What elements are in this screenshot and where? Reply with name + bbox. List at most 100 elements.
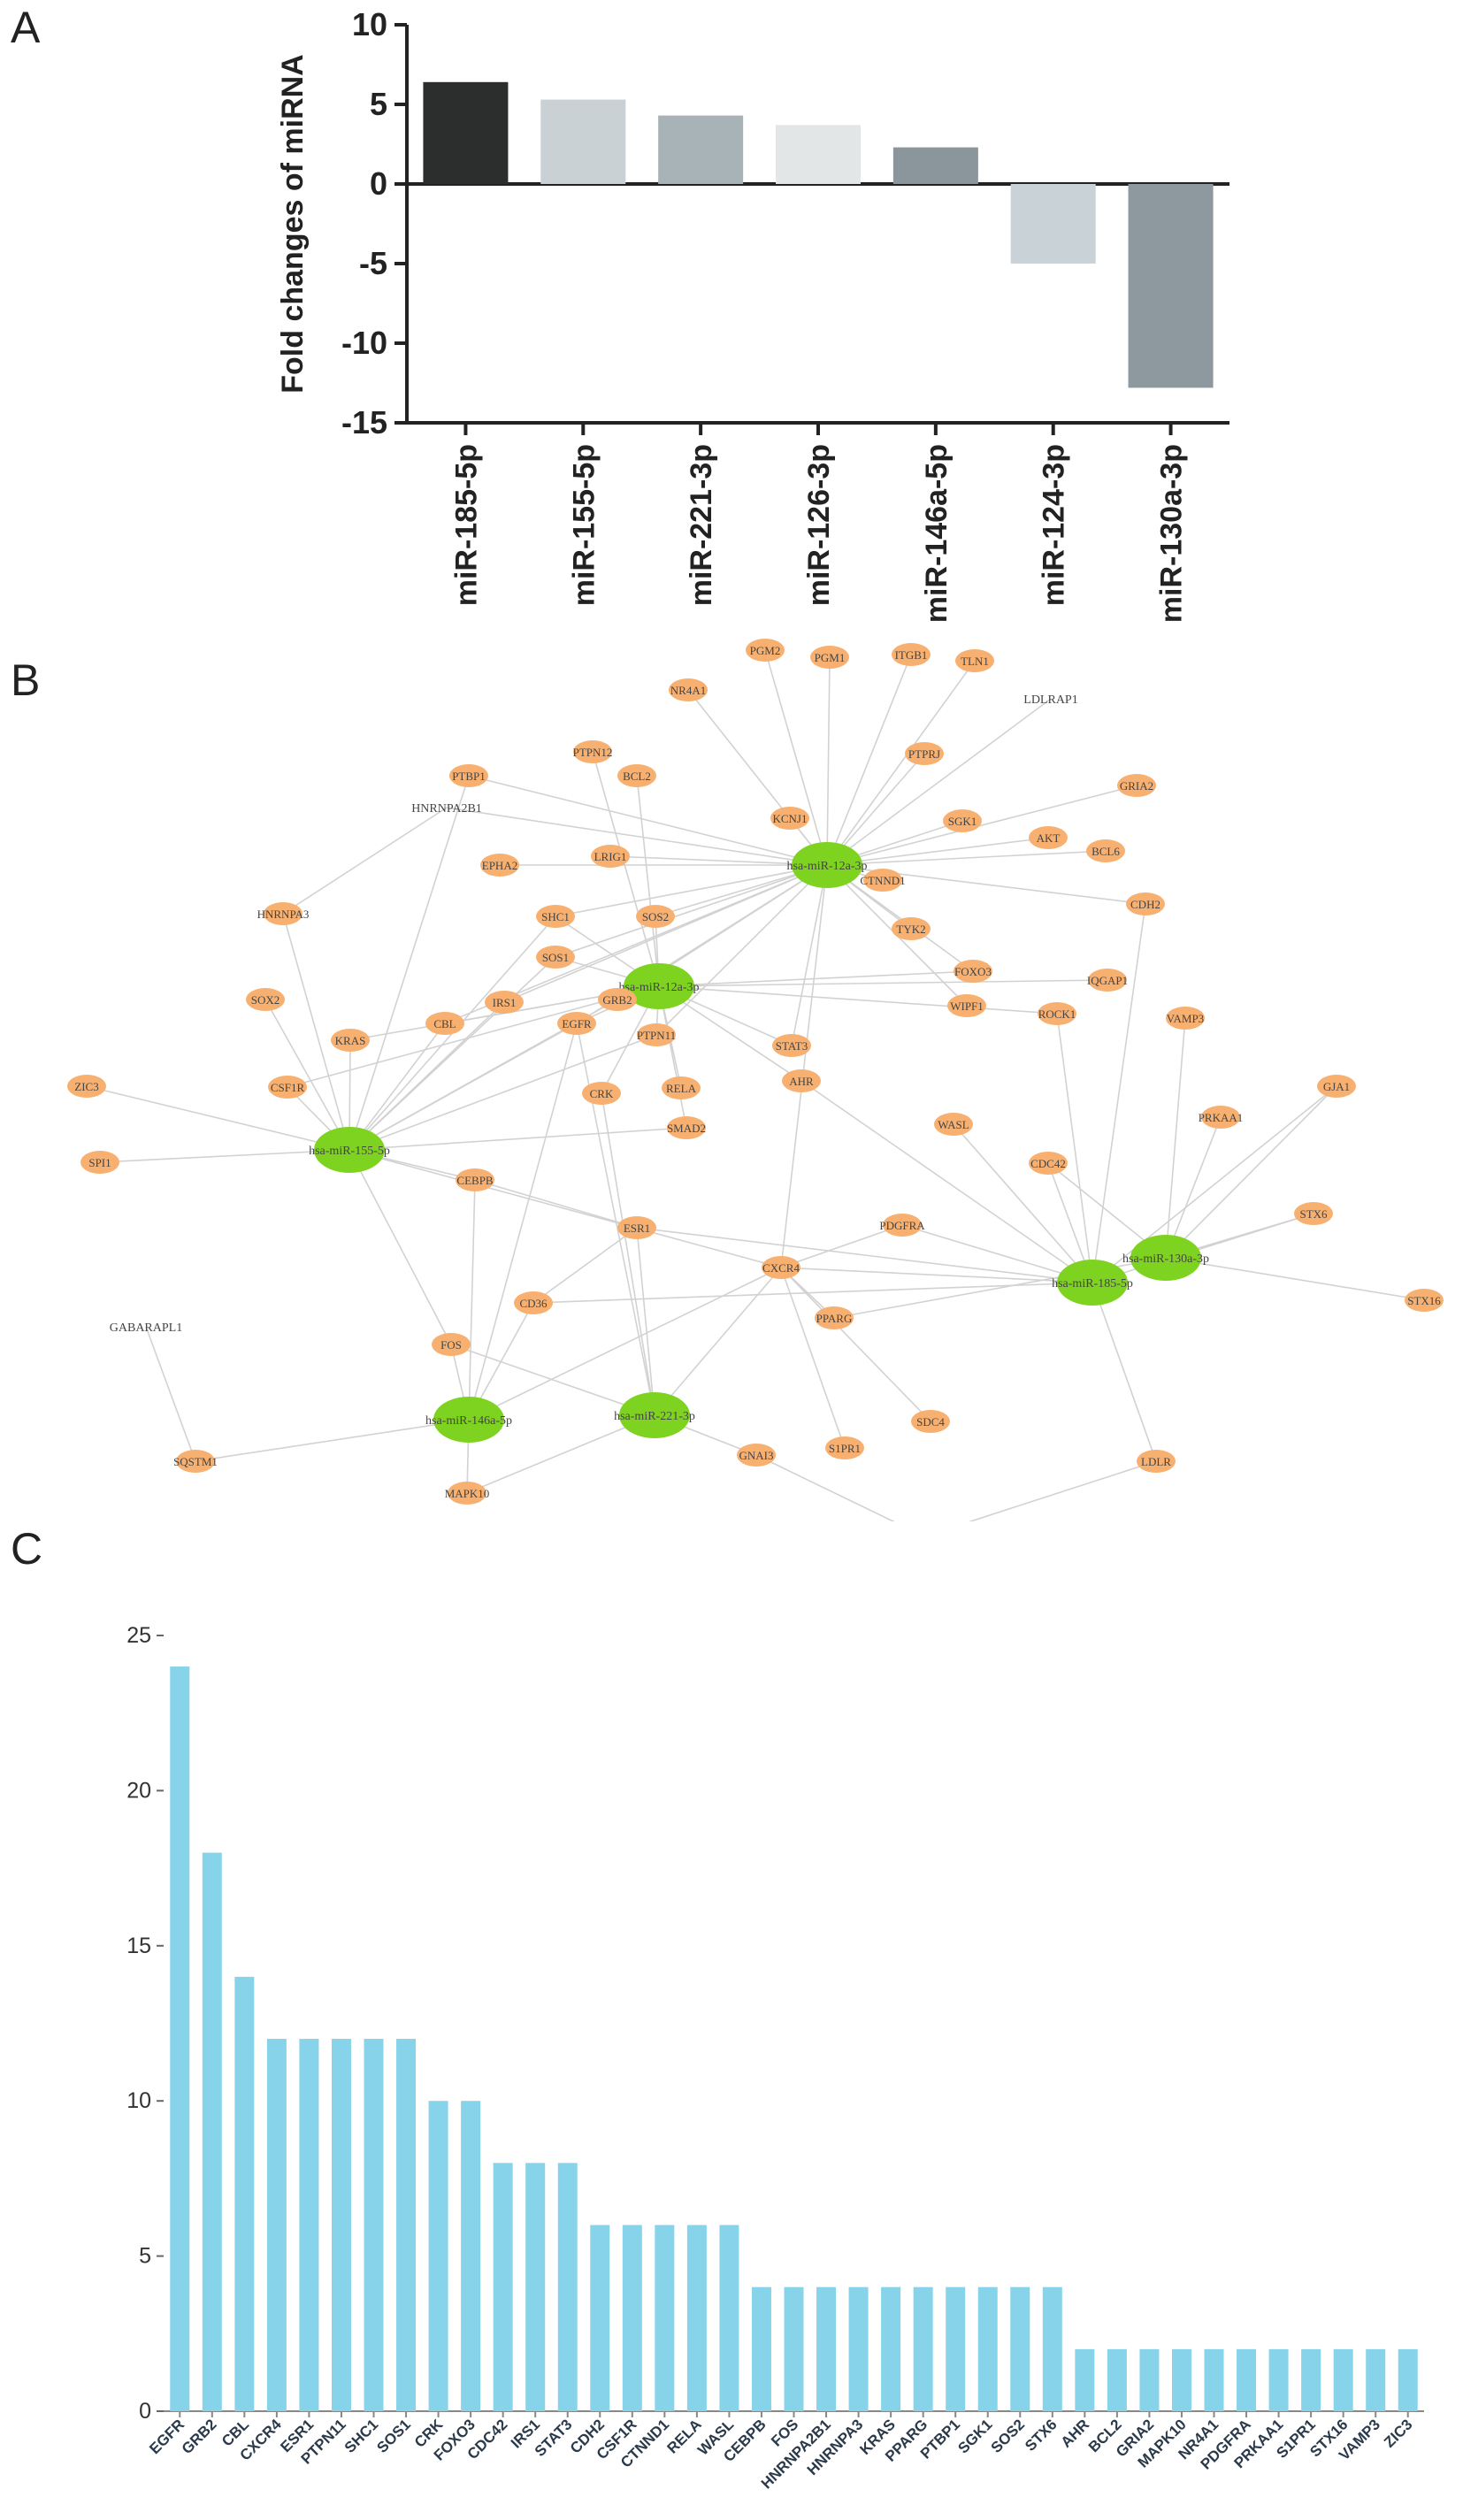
gene-node-ellipse (514, 1291, 553, 1314)
mirna-node: hsa-miR-12a-3p (787, 842, 867, 888)
gene-node-ellipse (943, 809, 982, 832)
network-edge (636, 775, 660, 987)
gene-node-ellipse (456, 1168, 494, 1191)
bar (1171, 2348, 1191, 2411)
gene-node-label: CDH2 (1130, 898, 1160, 911)
gene-node-label: PTPRJ (908, 747, 940, 761)
bar (848, 2286, 869, 2411)
x-tick-label: miR-221-3p (685, 444, 718, 606)
gene-node-ellipse (782, 1069, 821, 1092)
gene-node: AKT (1029, 826, 1068, 849)
gene-node-label: KRAS (335, 1034, 366, 1047)
y-tick-label: 5 (139, 2244, 151, 2269)
mirna-node-ellipse (624, 963, 694, 1009)
network-edge (264, 999, 350, 1151)
bar (1268, 2348, 1289, 2411)
gene-node: CBL (425, 1012, 464, 1035)
gene-node: LDLR (1137, 1450, 1176, 1473)
gene-node-label: CTNND1 (860, 874, 905, 887)
gene-node: SMAD2 (667, 1116, 706, 1139)
network-edge (349, 1127, 687, 1151)
gene-node-label: NR4A1 (670, 684, 706, 697)
y-tick-label: 0 (139, 2399, 151, 2424)
network-edge (826, 837, 1049, 866)
gene-node: TYK2 (892, 917, 931, 940)
network-edge (1165, 1017, 1186, 1259)
network-edge (474, 1179, 638, 1229)
gene-node: PTPN12 (573, 740, 613, 763)
y-tick-label: 25 (126, 1623, 151, 1648)
bar (751, 2286, 771, 2411)
gene-node-ellipse (762, 1256, 800, 1279)
network-edge (826, 698, 1052, 866)
network-edge (1056, 1013, 1093, 1283)
gene-node: GJA1 (1317, 1075, 1356, 1098)
gene-node: CDC42 (1029, 1152, 1068, 1175)
mirna-node-ellipse (1057, 1260, 1128, 1306)
gene-node-label: PGM2 (750, 644, 781, 657)
network-edge (1092, 903, 1146, 1283)
gene-node-label: FOXO3 (954, 965, 992, 978)
network-edge (636, 1227, 1093, 1283)
gene-node: STAT3 (772, 1034, 811, 1057)
network-edge (532, 1227, 638, 1304)
gene-node-label: PTPN12 (573, 746, 613, 759)
gene-node-ellipse (1317, 1075, 1356, 1098)
gene-node-ellipse (1126, 892, 1165, 915)
mirna-node-label: hsa-miR-185-5p (1052, 1277, 1133, 1291)
gene-node: SOS2 (636, 905, 675, 928)
gene-node-ellipse (662, 1076, 701, 1099)
y-tick-label: 20 (126, 1778, 151, 1803)
gene-node: CXCR4 (762, 1256, 800, 1279)
gene-node: GRIA2 (1117, 774, 1156, 797)
network-edge (636, 1227, 655, 1416)
gene-node: PRKAA1 (1199, 1106, 1243, 1129)
gene-node-ellipse (1405, 1289, 1444, 1312)
network-edge (349, 1149, 782, 1268)
gene-node-label: SOS2 (642, 910, 669, 923)
gene-node-label: SPI1 (88, 1156, 111, 1169)
bar (396, 2039, 417, 2411)
gene-node: CEBPB (456, 1168, 494, 1191)
gene-node-ellipse (1166, 1007, 1205, 1030)
bar (590, 2225, 610, 2411)
gene-node: PGM1 (810, 646, 849, 669)
gene-node-label: PGM1 (815, 651, 846, 664)
bar (1010, 2286, 1030, 2411)
gene-node-ellipse (246, 988, 285, 1011)
gene-node-label: FOS (440, 1338, 462, 1352)
mirna-node-label: hsa-miR-12a-3p (619, 981, 700, 994)
network-edge (555, 864, 828, 917)
x-tick-label: SGK1 (954, 2416, 995, 2456)
gene-node-ellipse (617, 1216, 656, 1239)
gene-node-label: AKT (1037, 831, 1061, 845)
bar (816, 2286, 837, 2411)
gene-node-label: HNRNPA3 (257, 908, 310, 921)
gene-node-label: SMAD2 (667, 1122, 706, 1135)
gene-node-ellipse (905, 742, 944, 765)
y-tick-label: 15 (126, 1934, 151, 1958)
network-edge (609, 855, 828, 866)
mirna-node-label: hsa-miR-130a-3p (1122, 1252, 1209, 1266)
gene-node-label: LDLRAP1 (1023, 693, 1077, 707)
gene-node-ellipse (911, 1410, 950, 1433)
mirna-node-label: hsa-miR-155-5p (309, 1145, 390, 1158)
gene-node: PGM2 (746, 639, 785, 662)
bar (1107, 2348, 1127, 2411)
bar (881, 2286, 901, 2411)
gene-node: WASL (934, 1113, 973, 1136)
gene-node-label: CBL (433, 1017, 456, 1030)
network-edge (99, 1149, 350, 1163)
network-edge (282, 913, 350, 1151)
gene-node-label: S1PR1 (829, 1442, 861, 1455)
bar (1237, 2348, 1257, 2411)
mirna-node-ellipse (314, 1127, 385, 1173)
network-edge (349, 775, 470, 1151)
mirna-node-ellipse (619, 1392, 690, 1438)
x-tick-label: miR-185-5p (449, 444, 483, 606)
mirna-node: hsa-miR-221-3p (614, 1392, 695, 1438)
gene-node: ZIC3 (67, 1075, 106, 1098)
x-tick-label: miR-146a-5p (920, 444, 954, 623)
gene-node-ellipse (617, 764, 656, 787)
bar (331, 2039, 351, 2411)
